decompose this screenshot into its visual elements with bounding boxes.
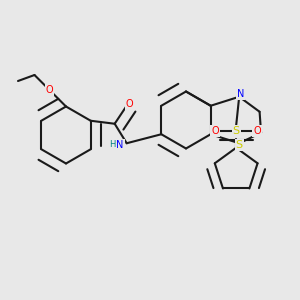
Text: O: O [126, 99, 134, 109]
Text: O: O [254, 126, 261, 136]
Text: H: H [109, 140, 116, 149]
Text: S: S [236, 140, 243, 150]
Text: N: N [237, 89, 244, 99]
Text: S: S [232, 126, 240, 136]
Text: N: N [116, 140, 124, 150]
Text: O: O [46, 85, 53, 95]
Text: O: O [212, 126, 219, 136]
